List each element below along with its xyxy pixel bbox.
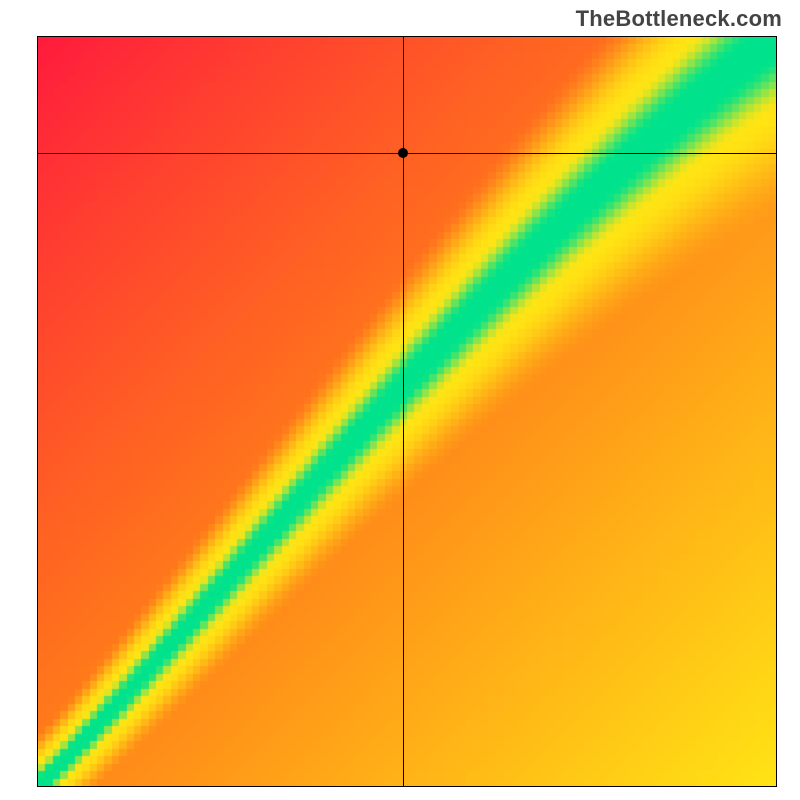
plot-area [38, 37, 776, 786]
figure-container: TheBottleneck.com [0, 0, 800, 800]
watermark-text: TheBottleneck.com [576, 6, 782, 32]
crosshair-marker [398, 148, 408, 158]
